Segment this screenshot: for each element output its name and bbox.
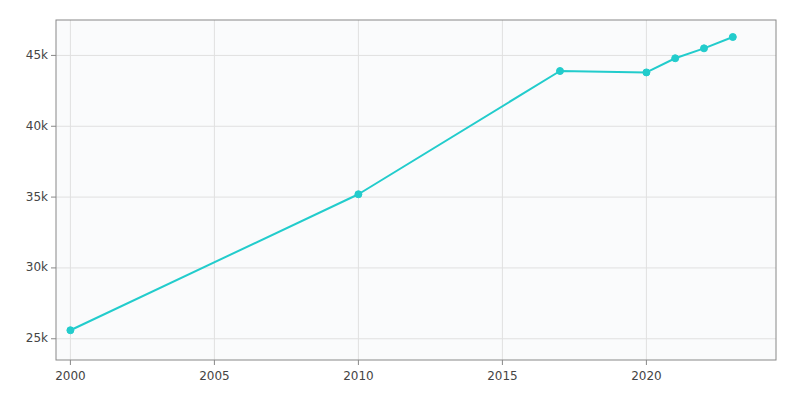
point bbox=[729, 34, 736, 41]
y-tick bbox=[51, 55, 56, 56]
point bbox=[355, 191, 362, 198]
grid-line-x bbox=[214, 20, 215, 360]
grid-line-y bbox=[56, 197, 776, 198]
y-tick-label: 35k bbox=[26, 190, 48, 204]
y-tick-label: 40k bbox=[26, 119, 48, 133]
plot-background bbox=[56, 20, 776, 360]
grid-line-y bbox=[56, 338, 776, 339]
y-tick bbox=[51, 197, 56, 198]
grid-line-x bbox=[502, 20, 503, 360]
grid-line-y bbox=[56, 267, 776, 268]
x-tick-label: 2000 bbox=[55, 369, 86, 383]
grid-line-y bbox=[56, 126, 776, 127]
x-tick bbox=[646, 360, 647, 365]
chart-container: 25k 30k 35k 40k 45k 2000 2005 2010 2015 2020 bbox=[0, 0, 800, 400]
point bbox=[672, 55, 679, 62]
point bbox=[643, 69, 650, 76]
plot-frame bbox=[56, 20, 776, 360]
y-tick bbox=[51, 338, 56, 339]
chart-svg: 25k 30k 35k 40k 45k 2000 2005 2010 2015 2020 bbox=[0, 0, 800, 400]
point bbox=[67, 327, 74, 334]
grid-line-x bbox=[358, 20, 359, 360]
grid bbox=[56, 20, 776, 360]
data-layer bbox=[67, 34, 736, 334]
x-tick-label: 2020 bbox=[631, 369, 662, 383]
x-tick bbox=[358, 360, 359, 365]
x-tick-label: 2005 bbox=[199, 369, 230, 383]
line bbox=[70, 37, 732, 330]
x-tick-label: 2010 bbox=[343, 369, 374, 383]
y-tick bbox=[51, 267, 56, 268]
x-tick-label: 2015 bbox=[487, 369, 518, 383]
y-tick-label: 30k bbox=[26, 260, 48, 274]
point bbox=[557, 68, 564, 75]
point bbox=[701, 45, 708, 52]
y-tick-label: 25k bbox=[26, 331, 48, 345]
y-tick-label: 45k bbox=[26, 48, 48, 62]
y-tick bbox=[51, 126, 56, 127]
grid-line-x bbox=[70, 20, 71, 360]
x-tick bbox=[214, 360, 215, 365]
axes: 25k 30k 35k 40k 45k 2000 2005 2010 2015 2020 bbox=[26, 20, 776, 383]
grid-line-y bbox=[56, 55, 776, 56]
x-tick bbox=[70, 360, 71, 365]
x-tick bbox=[502, 360, 503, 365]
